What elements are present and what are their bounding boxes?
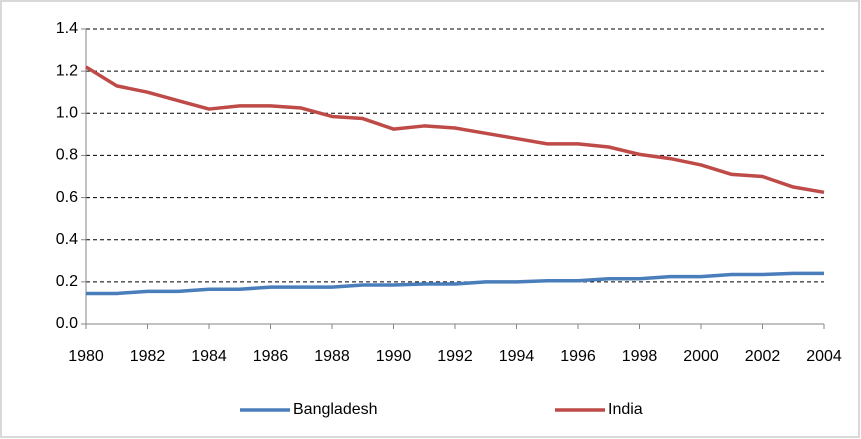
x-tick-label: 1998 xyxy=(622,348,658,365)
x-tick-label: 2002 xyxy=(745,348,781,365)
x-tick-label: 1984 xyxy=(191,348,227,365)
y-tick-label: 0.8 xyxy=(56,147,78,164)
x-tick-label: 2004 xyxy=(806,348,842,365)
y-tick-label: 0.0 xyxy=(56,315,78,332)
y-tick-label: 0.6 xyxy=(56,189,78,206)
x-tick-label: 1996 xyxy=(560,348,596,365)
y-tick-label: 1.4 xyxy=(56,20,78,37)
series-line xyxy=(85,65,825,195)
y-tick-label: 0.2 xyxy=(56,273,78,290)
y-tick-label: 1.0 xyxy=(56,105,78,122)
x-tick-label: 1992 xyxy=(437,348,473,365)
x-tick-label: 1982 xyxy=(130,348,166,365)
x-tick-label: 1986 xyxy=(253,348,289,365)
legend-label: Bangladesh xyxy=(293,401,378,418)
y-tick-label: 0.4 xyxy=(56,231,78,248)
x-tick-label: 1980 xyxy=(68,348,104,365)
y-tick-label: 1.2 xyxy=(56,62,78,79)
x-tick-label: 1990 xyxy=(376,348,412,365)
x-tick-label: 1994 xyxy=(499,348,535,365)
x-tick-label: 1988 xyxy=(314,348,350,365)
legend-label: India xyxy=(608,401,643,418)
x-tick-label: 2000 xyxy=(683,348,719,365)
series-line xyxy=(86,271,824,296)
